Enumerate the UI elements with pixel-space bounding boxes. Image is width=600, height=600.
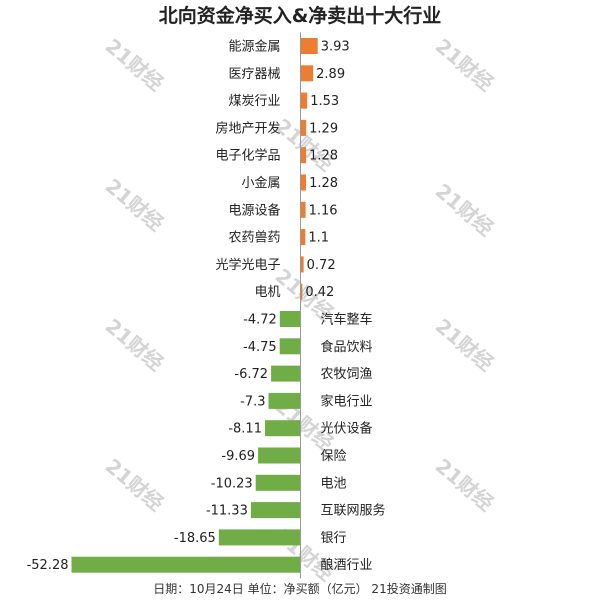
value-label: -52.28: [27, 558, 69, 573]
value-label: 1.28: [309, 176, 338, 191]
value-label: 1.28: [309, 149, 338, 164]
bar-医疗器械: [300, 65, 314, 82]
value-label: 1.1: [308, 231, 329, 246]
value-label: 0.42: [305, 285, 334, 300]
bar-家电行业: [268, 392, 301, 409]
value-label: -18.65: [174, 531, 216, 546]
bar-电源设备: [300, 201, 306, 218]
category-label: 汽车整车: [321, 312, 373, 328]
bar-小金属: [300, 174, 307, 191]
category-label: 医疗器械: [228, 67, 280, 82]
chart-title: 北向资金净买入&净卖出十大行业: [159, 4, 442, 27]
watermark-text: 21财经: [431, 454, 498, 516]
category-label: 光伏设备: [321, 421, 373, 437]
category-label: 互联网服务: [321, 503, 386, 519]
bar-银行: [218, 529, 301, 546]
bar-能源金属: [300, 38, 318, 54]
value-label: -6.72: [234, 367, 268, 382]
value-label: 1.29: [309, 121, 338, 136]
value-label: -4.72: [243, 313, 277, 328]
bar-农药兽药: [300, 229, 306, 246]
bar-农牧饲渔: [271, 365, 301, 382]
category-label: 食品饮料: [321, 339, 373, 355]
value-label: 3.93: [321, 40, 350, 55]
bar-食品饮料: [279, 338, 301, 355]
value-label: -4.75: [243, 340, 277, 355]
bars: 能源金属 3.93 医疗器械 2.89 煤炭行业 1.53 房地产开发 1.29 电子化学品 1.…: [27, 38, 386, 573]
category-label: 电机: [254, 285, 280, 300]
value-label: -9.69: [221, 449, 255, 464]
value-label: 1.53: [310, 94, 339, 109]
bar-汽车整车: [279, 311, 301, 327]
bar-光学光电子: [300, 256, 304, 273]
value-label: -11.33: [206, 504, 248, 519]
category-label: 保险: [321, 449, 347, 464]
category-label: 电源设备: [228, 202, 280, 218]
category-label: 家电行业: [321, 393, 373, 409]
watermark-text: 21财经: [431, 179, 498, 241]
bar-保险: [258, 447, 301, 464]
category-label: 电子化学品: [215, 148, 280, 164]
category-label: 房地产开发: [215, 120, 280, 136]
watermark-text: 21财经: [101, 314, 168, 376]
value-label: -7.3: [240, 394, 265, 409]
bar-电子化学品: [300, 147, 307, 164]
watermark-text: 21财经: [101, 454, 168, 516]
category-label: 农牧饲渔: [321, 367, 373, 382]
category-label: 酿酒行业: [321, 557, 373, 573]
bar-电机: [300, 283, 303, 300]
bar-煤炭行业: [300, 92, 308, 109]
category-label: 能源金属: [228, 39, 280, 55]
category-label: 银行: [321, 531, 347, 546]
category-label: 电池: [321, 476, 347, 491]
category-label: 农药兽药: [228, 231, 280, 246]
bar-房地产开发: [300, 119, 307, 136]
value-label: -8.11: [228, 422, 262, 437]
value-label: -10.23: [211, 476, 253, 491]
bar-互联网服务: [250, 502, 301, 519]
watermark-text: 21财经: [431, 34, 498, 96]
watermark-text: 21财经: [101, 34, 168, 96]
value-label: 2.89: [316, 67, 345, 82]
category-label: 光学光电子: [215, 257, 280, 273]
watermark-text: 21财经: [101, 174, 168, 236]
watermark-text: 21财经: [431, 314, 498, 376]
bar-光伏设备: [264, 420, 301, 437]
category-label: 煤炭行业: [228, 94, 280, 109]
category-label: 小金属: [241, 175, 280, 191]
value-label: 0.72: [307, 258, 336, 273]
footer-note: 日期：10月24日 单位：净买额（亿元） 21投资通制图: [153, 581, 446, 596]
bar-电池: [255, 474, 301, 491]
bar-酿酒行业: [71, 556, 301, 573]
value-label: 1.16: [309, 203, 338, 218]
